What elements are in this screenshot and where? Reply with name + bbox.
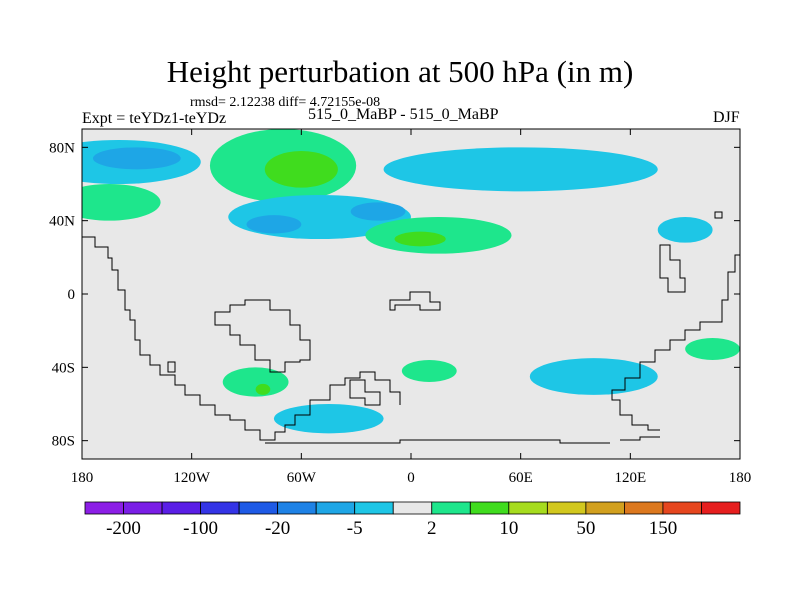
coastline-antarctica (265, 439, 610, 444)
colorbar-box-16 (701, 501, 741, 515)
x-tick-label-5: 120E (614, 470, 646, 486)
x-tick-label-2: 60W (287, 470, 317, 486)
coastline-americas (82, 236, 401, 441)
contour-region-7 (350, 202, 406, 221)
x-tick-label-1: 120W (173, 470, 211, 486)
colorbar-box-11 (508, 501, 548, 515)
stats-label: rmsd= 2.12238 diff= 4.72155e-08 (190, 95, 381, 110)
coastline-asia (611, 254, 740, 431)
colorbar-box-2 (161, 501, 201, 515)
colorbar-box-9 (431, 501, 471, 515)
contour-region-11 (657, 217, 713, 243)
chart-title: Height perturbation at 500 hPa (in m) (166, 54, 634, 89)
x-tick-label-0: 180 (71, 470, 94, 486)
colorbar-label-0: -200 (106, 518, 141, 539)
coastline-southamerica (214, 299, 311, 373)
coastline-island-east (659, 244, 686, 293)
colorbar: -200 -100 -20 -5 2 10 50 150 (84, 501, 741, 539)
coastline-island-north (714, 211, 723, 219)
colorbar-box-12 (546, 501, 587, 515)
plot-area (82, 129, 740, 459)
y-tick-label-1: 40N (49, 214, 75, 230)
colorbar-label-7: 150 (649, 518, 678, 539)
colorbar-label-4: 2 (427, 518, 437, 539)
season-label: DJF (713, 109, 740, 126)
x-tick-label-6: 180 (729, 470, 752, 486)
y-tick-label-2: 0 (68, 287, 76, 303)
contour-region-13 (222, 367, 289, 397)
colorbar-box-14 (624, 501, 664, 515)
colorbar-box-8 (392, 501, 433, 515)
contour-region-10 (394, 231, 446, 247)
case-label: 515_0_MaBP - 515_0_MaBP (308, 106, 499, 123)
contour-region-3 (264, 151, 338, 188)
colorbar-label-1: -100 (183, 518, 218, 539)
contour-region-14 (255, 383, 271, 395)
contour-region-15 (273, 404, 384, 434)
contour-fills (82, 129, 740, 434)
contour-region-6 (246, 215, 302, 234)
contour-region-16 (401, 360, 457, 382)
colorbar-box-15 (662, 501, 702, 515)
colorbar-box-0 (84, 501, 124, 515)
colorbar-label-6: 50 (576, 518, 595, 539)
colorbar-label-3: -5 (347, 518, 363, 539)
colorbar-box-13 (585, 501, 625, 515)
coastline-island-pacific (167, 361, 176, 373)
colorbar-box-5 (277, 501, 317, 515)
experiment-label: Expt = teYDz1-teYDz (82, 110, 227, 127)
colorbar-box-6 (315, 501, 356, 515)
colorbar-box-10 (469, 501, 510, 515)
coastline-layer (82, 211, 740, 444)
contour-region-17 (685, 338, 740, 360)
coastline-island-equator (389, 291, 441, 311)
y-tick-label-4: 80S (52, 434, 75, 450)
coastline-island-south (349, 379, 381, 406)
x-tick-label-4: 60E (509, 470, 533, 486)
y-tick-label-3: 40S (52, 360, 75, 376)
colorbar-box-1 (123, 501, 163, 515)
contour-region-4 (82, 184, 161, 221)
contour-region-8 (383, 147, 658, 192)
contour-region-12 (529, 358, 658, 395)
colorbar-box-4 (238, 501, 279, 515)
axes: 180 120W 60W 0 60E 120E 180 80N 40N 0 40S 80S (49, 129, 751, 486)
coastline-island-indian (620, 436, 660, 441)
colorbar-label-2: -20 (265, 518, 290, 539)
x-tick-label-3: 0 (407, 470, 415, 486)
y-tick-label-0: 80N (49, 140, 75, 156)
colorbar-label-5: 10 (499, 518, 518, 539)
colorbar-box-3 (200, 501, 240, 515)
colorbar-box-7 (354, 501, 394, 515)
contour-region-1 (92, 147, 181, 170)
